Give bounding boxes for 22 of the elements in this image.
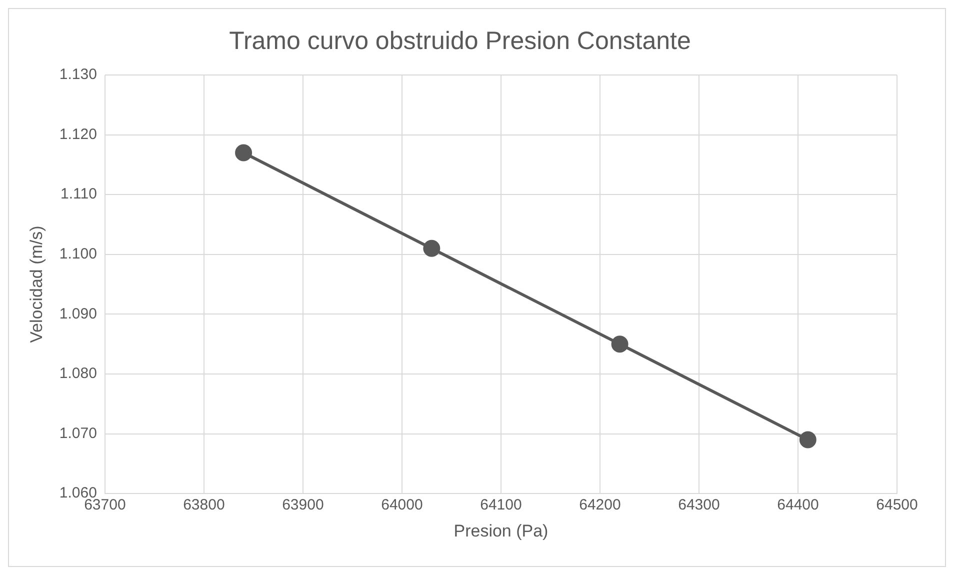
y-tick-label: 1.090 xyxy=(59,305,97,322)
x-tick-label: 64100 xyxy=(480,496,522,514)
x-tick-label: 64500 xyxy=(876,496,918,514)
chart-title: Tramo curvo obstruido Presion Constante xyxy=(229,26,691,55)
x-tick-label: 63900 xyxy=(282,496,324,514)
point xyxy=(799,431,816,448)
y-tick-label: 1.110 xyxy=(60,186,97,203)
y-tick-label: 1.070 xyxy=(59,424,97,442)
point xyxy=(423,240,440,257)
x-tick-label: 64300 xyxy=(678,496,720,514)
x-tick-label: 64200 xyxy=(579,496,621,514)
x-tick-label: 64400 xyxy=(777,496,819,514)
x-tick-label: 64000 xyxy=(381,496,423,514)
point xyxy=(235,144,252,162)
x-tick-label: 63800 xyxy=(183,496,225,514)
y-tick-label: 1.120 xyxy=(59,126,97,143)
point xyxy=(611,336,628,353)
y-tick-label: 1.080 xyxy=(59,365,97,382)
x-axis-title: Presion (Pa) xyxy=(454,521,548,540)
y-axis-title: Velocidad (m/s) xyxy=(26,226,46,343)
y-tick-label: 1.100 xyxy=(59,246,97,263)
y-tick-label: 1.130 xyxy=(59,66,97,84)
